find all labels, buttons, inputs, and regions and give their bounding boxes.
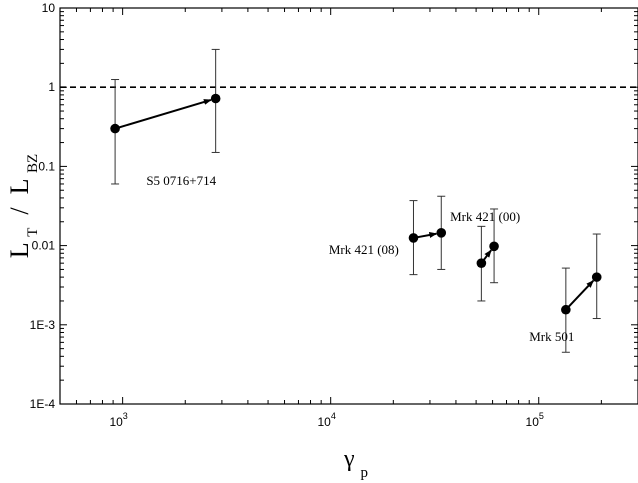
y-tick-label: 1 bbox=[48, 80, 55, 94]
x-tick-exponent: 3 bbox=[123, 411, 128, 421]
y-tick-label: 0.1 bbox=[38, 159, 55, 173]
data-point bbox=[561, 304, 571, 315]
series-label: S5 0716+714 bbox=[146, 173, 216, 188]
data-point bbox=[110, 123, 120, 134]
series-group bbox=[110, 48, 221, 185]
y-axis-title-mid: / bbox=[5, 201, 34, 221]
x-tick-exponent: 4 bbox=[331, 411, 336, 421]
y-tick-label: 10 bbox=[42, 1, 56, 15]
x-tick-label: 103 bbox=[109, 411, 127, 429]
x-axis-title: γ p bbox=[343, 446, 368, 481]
trend-arrow bbox=[565, 280, 595, 311]
y-tick-label: 1E-3 bbox=[30, 318, 56, 332]
series-label: Mrk 501 bbox=[529, 329, 574, 344]
y-axis-title-l1: L bbox=[5, 243, 34, 258]
y-axis-title-sub2: BZ bbox=[25, 154, 41, 173]
data-point bbox=[591, 272, 602, 282]
series-label: Mrk 421 (08) bbox=[329, 242, 399, 257]
data-series bbox=[110, 48, 602, 353]
x-axis-title-main: γ bbox=[343, 446, 355, 472]
trend-arrow bbox=[114, 98, 212, 130]
x-axis-title-sub: p bbox=[361, 465, 369, 481]
series-group bbox=[561, 233, 602, 353]
y-axis-title-sub1: T bbox=[25, 228, 41, 237]
x-tick-label: 104 bbox=[317, 411, 335, 429]
data-point bbox=[489, 241, 499, 252]
data-point bbox=[436, 228, 447, 238]
data-point bbox=[210, 93, 221, 104]
y-tick-label: 0.01 bbox=[32, 239, 56, 253]
data-point bbox=[476, 258, 487, 268]
x-tick-exponent: 5 bbox=[539, 411, 544, 421]
y-axis-title: L T / L BZ bbox=[5, 154, 43, 258]
annotations: S5 0716+714 Mrk 421 (08) Mrk 421 (00) Mrk 5… bbox=[146, 173, 574, 344]
x-tick-label: 105 bbox=[526, 411, 544, 429]
series-group bbox=[408, 195, 447, 276]
plot-frame bbox=[59, 7, 638, 405]
x-tick-mantissa: 10 bbox=[317, 415, 331, 429]
x-tick-mantissa: 10 bbox=[526, 415, 540, 429]
series-label: Mrk 421 (00) bbox=[450, 209, 520, 224]
x-tick-mantissa: 10 bbox=[109, 415, 123, 429]
y-axis: 10 1 0.1 0.01 1E-3 1E-4 bbox=[30, 1, 638, 411]
y-axis-title-l2: L bbox=[5, 179, 34, 194]
data-point bbox=[408, 233, 419, 243]
series-group bbox=[476, 208, 499, 302]
x-axis: 103 104 105 bbox=[59, 8, 638, 429]
y-tick-label: 1E-4 bbox=[30, 397, 56, 411]
